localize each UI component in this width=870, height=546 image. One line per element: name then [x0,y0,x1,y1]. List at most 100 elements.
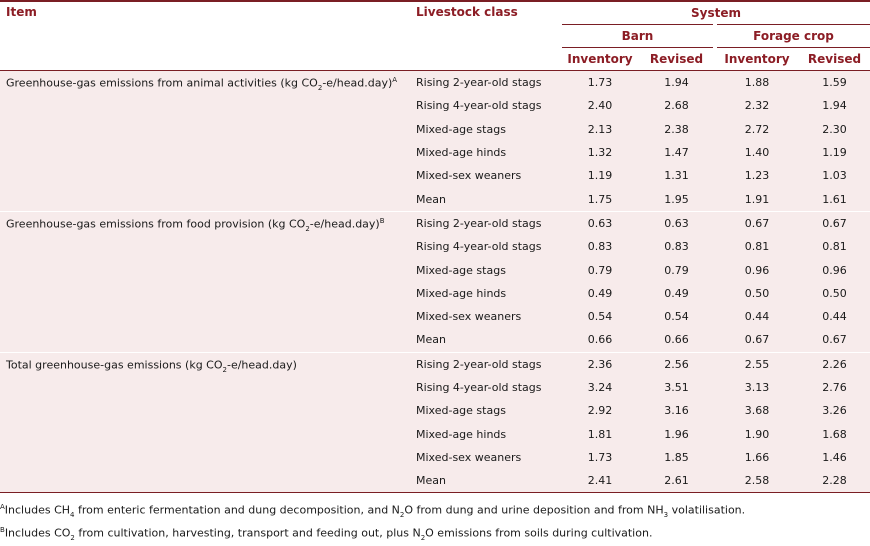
header-barn: Barn [562,24,717,48]
table-row: Rising 4-year-old stags 3.24 3.51 3.13 2.76 [0,375,870,400]
table-row: Mixed-age hinds 1.32 1.47 1.40 1.19 [0,140,870,165]
header-barn-inventory: Inventory [567,52,633,66]
livestock-class-cell: Mixed-sex weaners [408,164,562,188]
value-cell: 0.81 [715,235,799,259]
value-cell: 2.92 [562,399,638,423]
footnote-a: AIncludes CH4 from enteric fermentation … [0,503,746,520]
value-cell: 2.13 [562,117,638,141]
table-row: Mixed-sex weaners 1.19 1.31 1.23 1.03 [0,164,870,188]
value-cell: 2.36 [562,352,638,376]
value-cell: 1.96 [638,422,715,446]
value-cell: 0.81 [799,235,870,259]
value-cell: 0.50 [799,281,870,305]
value-cell: 1.85 [638,445,715,470]
table-row: Mixed-sex weaners 0.54 0.54 0.44 0.44 [0,304,870,329]
table-row: Mean 0.66 0.66 0.67 0.67 [0,328,870,352]
value-cell: 1.47 [638,140,715,165]
header-forage-revised: Revised [807,52,862,66]
table-row: Mixed-age hinds 0.49 0.49 0.50 0.50 [0,281,870,305]
value-cell: 0.67 [799,211,870,236]
table-row: Mean 2.41 2.61 2.58 2.28 [0,469,870,493]
value-cell: 0.66 [638,328,715,352]
value-cell: 2.55 [715,352,799,376]
livestock-class-cell: Mixed-age hinds [408,422,562,446]
livestock-class-cell: Rising 4-year-old stags [408,94,562,118]
value-cell: 1.32 [562,140,638,165]
value-cell: 0.54 [562,304,638,329]
value-cell: 0.50 [715,281,799,305]
value-cell: 3.13 [715,375,799,400]
livestock-class-cell: Mean [408,187,562,211]
livestock-class-cell: Mixed-age hinds [408,281,562,305]
footnote-b: BIncludes CO2 from cultivation, harvesti… [0,526,653,543]
value-cell: 2.61 [638,469,715,493]
value-cell: 0.67 [715,211,799,236]
header-livestock-class: Livestock class [408,1,562,71]
value-cell: 0.96 [799,258,870,282]
value-cell: 1.73 [562,445,638,470]
table-row: Mixed-age stags 0.79 0.79 0.96 0.96 [0,258,870,282]
value-cell: 1.91 [715,187,799,211]
value-cell: 2.30 [799,117,870,141]
livestock-class-cell: Mean [408,328,562,352]
value-cell: 3.68 [715,399,799,423]
value-cell: 1.61 [799,187,870,211]
value-cell: 0.63 [638,211,715,236]
value-cell: 1.19 [562,164,638,188]
table-row: Rising 4-year-old stags 0.83 0.83 0.81 0.81 [0,235,870,259]
value-cell: 1.88 [715,70,799,95]
value-cell: 1.94 [799,94,870,118]
value-cell: 0.67 [799,328,870,352]
table-body: Greenhouse-gas emissions from animal act… [0,70,870,494]
value-cell: 2.68 [638,94,715,118]
livestock-class-cell: Mixed-age stags [408,117,562,141]
value-cell: 2.76 [799,375,870,400]
value-cell: 2.40 [562,94,638,118]
value-cell: 1.94 [638,70,715,95]
value-cell: 0.49 [562,281,638,305]
value-cell: 2.26 [799,352,870,376]
table-row: Mixed-age stags 2.13 2.38 2.72 2.30 [0,117,870,141]
value-cell: 3.16 [638,399,715,423]
value-cell: 3.51 [638,375,715,400]
value-cell: 1.73 [562,70,638,95]
value-cell: 2.38 [638,117,715,141]
header-system: System [562,1,870,25]
group-label: Greenhouse-gas emissions from animal act… [0,70,408,211]
table-row: Mixed-age stags 2.92 3.16 3.68 3.26 [0,399,870,423]
value-cell: 0.49 [638,281,715,305]
value-cell: 0.79 [562,258,638,282]
value-cell: 0.44 [799,304,870,329]
value-cell: 1.46 [799,445,870,470]
header-barn-revised: Revised [649,52,704,66]
value-cell: 1.66 [715,445,799,470]
group-spacer [0,351,870,353]
table-row: Mixed-sex weaners 1.73 1.85 1.66 1.46 [0,445,870,470]
header-forage-crop: Forage crop [713,24,870,48]
value-cell: 2.58 [715,469,799,493]
value-cell: 1.19 [799,140,870,165]
livestock-class-cell: Rising 2-year-old stags [408,70,562,95]
value-cell: 1.23 [715,164,799,188]
group-spacer [0,210,870,212]
value-cell: 1.90 [715,422,799,446]
table-row: Greenhouse-gas emissions from food provi… [0,211,870,352]
value-cell: 0.67 [715,328,799,352]
value-cell: 0.83 [638,235,715,259]
group-label: Total greenhouse-gas emissions (kg CO2-e… [0,352,408,493]
value-cell: 0.96 [715,258,799,282]
table-row: Rising 4-year-old stags 2.40 2.68 2.32 1.94 [0,94,870,118]
value-cell: 0.83 [562,235,638,259]
livestock-class-cell: Mixed-age stags [408,258,562,282]
value-cell: 1.40 [715,140,799,165]
value-cell: 2.72 [715,117,799,141]
value-cell: 0.44 [715,304,799,329]
value-cell: 0.54 [638,304,715,329]
header-forage-inventory: Inventory [724,52,790,66]
table-row: Mixed-age hinds 1.81 1.96 1.90 1.68 [0,422,870,446]
emissions-table: Item Livestock class System Barn Forage … [0,1,870,494]
value-cell: 3.26 [799,399,870,423]
value-cell: 2.32 [715,94,799,118]
value-cell: 0.63 [562,211,638,236]
